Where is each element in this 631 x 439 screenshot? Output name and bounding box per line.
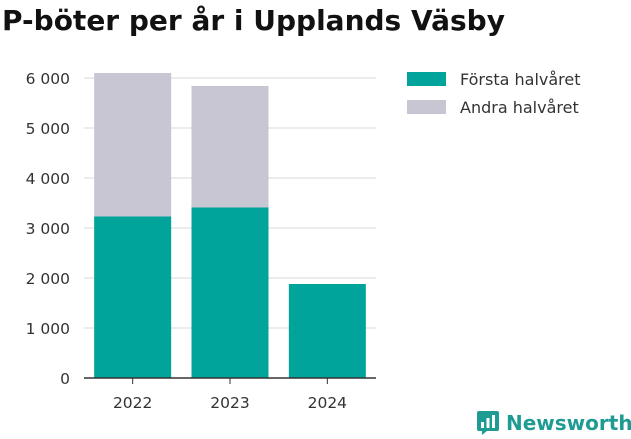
bar-2024-series-1 (288, 284, 366, 378)
x-tick-label: 2023 (210, 394, 249, 412)
y-tick-label: 4 000 (26, 170, 70, 188)
x-tick-label: 2024 (308, 394, 347, 412)
brand: Newsworthy (476, 407, 631, 439)
y-tick-label: 0 (60, 370, 70, 388)
bar-2022-series-1 (94, 216, 172, 378)
legend-swatch (407, 100, 446, 114)
bars (94, 73, 366, 378)
newsworthy-logo-icon (477, 411, 499, 435)
y-tick-label: 2 000 (26, 270, 70, 288)
y-tick-label: 3 000 (26, 220, 70, 238)
chart-title: P-böter per år i Upplands Väsby (2, 4, 505, 37)
y-tick-label: 1 000 (26, 320, 70, 338)
brand-name: Newsworthy (506, 411, 631, 435)
legend: Första halvåret Andra halvåret (407, 70, 581, 117)
x-tick-label: 2022 (113, 394, 152, 412)
bar-2023-series-2 (191, 86, 269, 208)
legend-label: Andra halvåret (460, 98, 579, 117)
y-tick-label: 5 000 (26, 120, 70, 138)
legend-swatch (407, 72, 446, 86)
bar-2022-series-2 (94, 73, 172, 217)
legend-label: Första halvåret (460, 70, 581, 89)
axes: 0 1 000 2 000 3 000 4 000 5 000 6 000 2022 2023 2… (26, 70, 376, 412)
bar-2023-series-1 (191, 207, 269, 378)
y-tick-label: 6 000 (26, 70, 70, 88)
